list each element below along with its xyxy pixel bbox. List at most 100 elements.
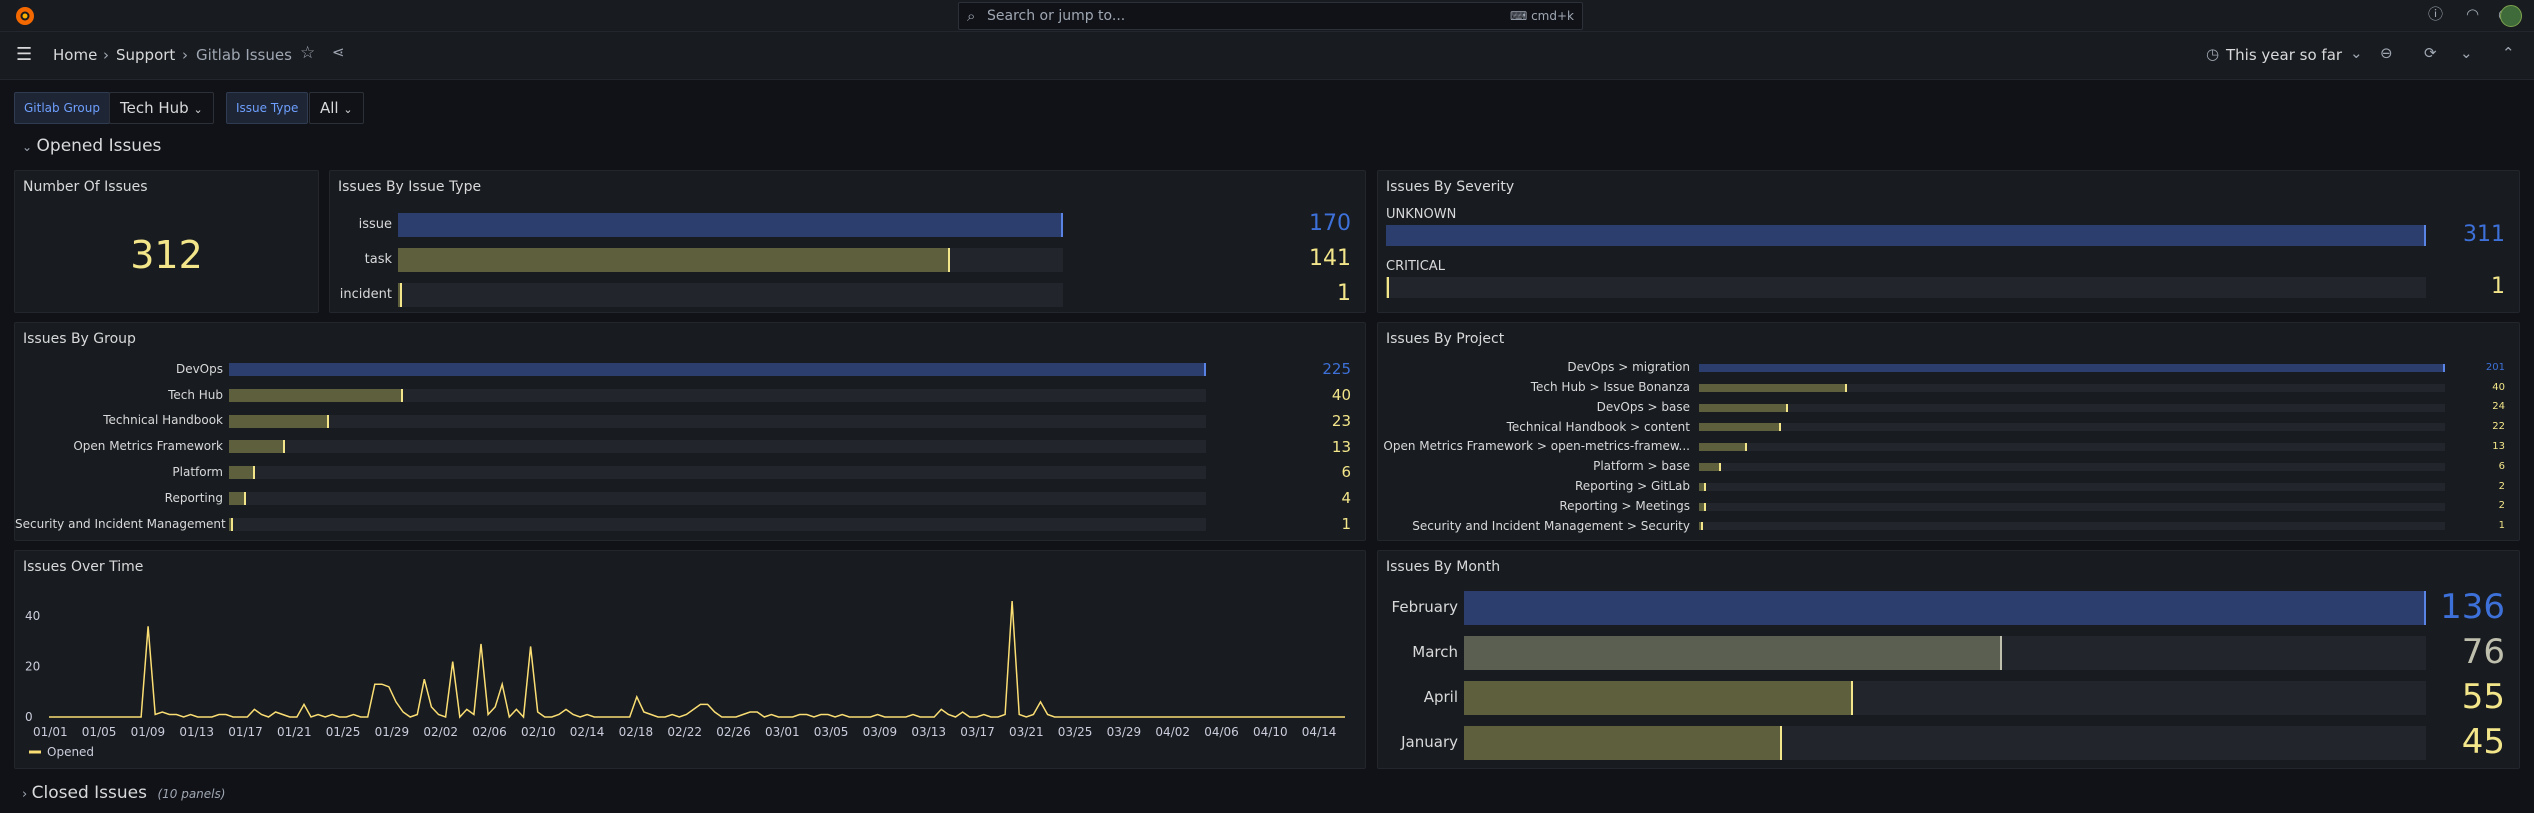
bar-label: March xyxy=(1412,643,1458,662)
bar-label: Security and Incident Management xyxy=(15,516,226,531)
bar-value: 141 xyxy=(1309,246,1351,272)
bar-track xyxy=(229,388,1206,402)
bar-fill xyxy=(1699,423,1781,432)
breadcrumb-current: Gitlab Issues xyxy=(196,46,292,64)
row-opened-issues[interactable]: ⌄ Opened Issues xyxy=(22,136,161,156)
bar-label: issue xyxy=(358,216,392,232)
panel-issues-by-severity[interactable]: Issues By Severity UNKNOWN 311 CRITICAL 1 xyxy=(1377,170,2520,313)
x-tick-label: 03/25 xyxy=(1058,725,1093,739)
x-tick-label: 01/29 xyxy=(375,725,410,739)
bar-cap xyxy=(1778,423,1781,432)
time-picker[interactable]: This year so far xyxy=(2226,46,2343,64)
bar-fill xyxy=(1464,681,1854,715)
bar-value: 23 xyxy=(1331,411,1351,430)
search-input[interactable]: ⌕ Search or jump to... ⌨ cmd+k xyxy=(958,2,1583,30)
bar-label: DevOps > base xyxy=(1596,399,1690,414)
row-closed-issues[interactable]: › Closed Issues (10 panels) xyxy=(22,783,225,803)
variable-label-issue-type: Issue Type xyxy=(226,92,309,124)
chevron-down-icon: ⌄ xyxy=(193,103,203,116)
breadcrumb-home[interactable]: Home xyxy=(53,46,98,64)
panel-number-of-issues[interactable]: Number Of Issues 312 xyxy=(14,170,319,313)
refresh-interval-chevron-icon[interactable]: ⌄ xyxy=(2460,44,2473,62)
bar-cap xyxy=(326,414,329,428)
bar-cap xyxy=(1387,277,1390,298)
variable-select-issue-type[interactable]: All ⌄ xyxy=(309,92,364,124)
bar-cap xyxy=(1999,636,2002,670)
legend-label[interactable]: Opened xyxy=(47,745,94,759)
zoom-out-icon[interactable]: ⊖ xyxy=(2380,44,2393,62)
x-tick-label: 01/25 xyxy=(326,725,361,739)
bar-cap xyxy=(283,440,286,454)
bar-label: task xyxy=(364,251,392,267)
bar-track xyxy=(1464,636,2426,670)
bar-track xyxy=(1699,423,2445,432)
collapse-icon[interactable]: ⌃ xyxy=(2502,44,2515,62)
bar-value: 201 xyxy=(2485,361,2505,373)
bar-cap xyxy=(1845,383,1848,392)
x-tick-label: 03/29 xyxy=(1107,725,1142,739)
bar-cap xyxy=(1704,482,1707,491)
bar-cap xyxy=(2424,225,2426,246)
chevron-down-icon: ⌄ xyxy=(343,103,353,116)
bar-value: 311 xyxy=(2463,221,2505,247)
help-icon[interactable]: ⓘ xyxy=(2428,5,2444,23)
stat-value: 312 xyxy=(130,233,203,277)
bar-track xyxy=(1699,463,2445,471)
bar-value: 4 xyxy=(1341,489,1351,508)
panel-issues-by-month[interactable]: Issues By Month February 136 March 76 April 5… xyxy=(1377,550,2520,769)
chevron-right-icon: › xyxy=(103,46,109,64)
variable-value: Tech Hub xyxy=(120,99,189,117)
bar-cap xyxy=(399,283,402,307)
bar-value: 55 xyxy=(2461,676,2505,717)
bar-fill xyxy=(398,248,950,272)
bar-track xyxy=(229,492,1206,505)
bar-value: 76 xyxy=(2461,631,2505,672)
x-tick-label: 02/22 xyxy=(667,725,702,739)
bar-track xyxy=(1699,502,2445,511)
panel-issues-by-type[interactable]: Issues By Issue Type issue 170 task 141 inci… xyxy=(329,170,1366,313)
bar-label: Platform > base xyxy=(1593,459,1690,474)
panel-issues-by-project[interactable]: Issues By Project DevOps > migration 201 T… xyxy=(1377,322,2520,541)
bar-label: Reporting > GitLab xyxy=(1574,479,1690,493)
x-tick-label: 01/01 xyxy=(33,725,68,739)
chevron-down-icon[interactable]: ⌄ xyxy=(2350,44,2363,62)
bar-value: 6 xyxy=(1341,463,1351,482)
bar-fill xyxy=(229,466,256,480)
bar-cap xyxy=(1851,681,1854,715)
bar-fill xyxy=(398,213,1063,237)
menu-icon[interactable]: ☰ xyxy=(16,44,33,65)
bar-track xyxy=(1464,591,2426,625)
bar-track xyxy=(1386,277,2426,298)
grafana-logo-icon[interactable] xyxy=(14,5,36,27)
row-title: Opened Issues xyxy=(36,136,162,156)
bar-value: 40 xyxy=(2492,381,2505,393)
panel-issues-over-time[interactable]: Issues Over Time 0 20 40 01/01 01/05 01/09 01/… xyxy=(14,550,1366,769)
top-bar: ⌕ Search or jump to... ⌨ cmd+k ⓘ ◠ ◔ xyxy=(0,0,2534,32)
star-icon[interactable]: ☆ xyxy=(300,43,316,63)
bar-cap xyxy=(1719,463,1722,471)
news-icon[interactable]: ◠ xyxy=(2466,5,2480,23)
bar-track xyxy=(1386,225,2426,246)
x-tick-label: 03/05 xyxy=(814,725,849,739)
avatar[interactable] xyxy=(2500,5,2522,27)
share-icon[interactable]: ⋖ xyxy=(332,43,345,61)
bar-fill xyxy=(229,363,1206,376)
shortcut-text: cmd+k xyxy=(1531,9,1574,23)
bar-label: Tech Hub > Issue Bonanza xyxy=(1530,380,1690,394)
shortcut-hint: ⌨ cmd+k xyxy=(1509,9,1574,23)
chevron-right-icon: › xyxy=(182,46,188,64)
bar-track xyxy=(1699,364,2445,372)
bar-fill xyxy=(229,440,286,454)
bar-cap xyxy=(2424,591,2426,625)
bar-fill xyxy=(1699,502,1707,511)
panel-title: Issues By Month xyxy=(1386,559,1501,575)
refresh-icon[interactable]: ⟳ xyxy=(2424,44,2437,62)
bar-fill xyxy=(1699,463,1722,471)
breadcrumb-support[interactable]: Support xyxy=(116,46,176,64)
panel-title: Issues By Issue Type xyxy=(338,179,482,195)
bar-cap xyxy=(253,466,256,480)
search-icon: ⌕ xyxy=(967,7,976,25)
panel-issues-by-group[interactable]: Issues By Group DevOps 225 Tech Hub 40 Techn… xyxy=(14,322,1366,541)
variable-select-gitlab-group[interactable]: Tech Hub ⌄ xyxy=(109,92,214,124)
bar-value: 1 xyxy=(1341,515,1351,533)
